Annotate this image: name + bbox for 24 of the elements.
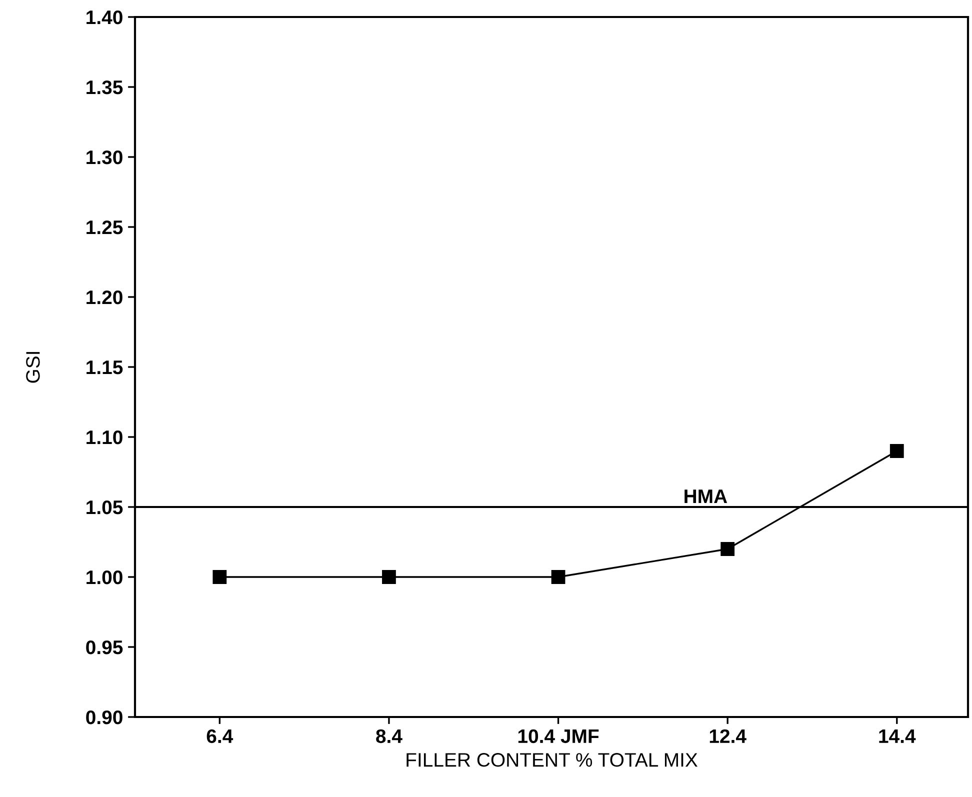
- y-axis-title: GSI: [26, 352, 40, 383]
- x-tick-label: 8.4: [376, 729, 402, 744]
- y-tick-label: 1.30: [86, 150, 122, 164]
- y-tick-label: 0.95: [86, 640, 123, 654]
- ref-line-label: HMA: [684, 490, 728, 503]
- x-tick-label: 10.4 JMF: [518, 729, 599, 744]
- y-tick-label: 1.35: [86, 80, 123, 94]
- y-tick-label: 1.25: [86, 220, 123, 234]
- y-tick-label: 0.90: [86, 710, 122, 724]
- y-tick-label: 1.15: [86, 360, 123, 374]
- y-tick-label: 1.20: [86, 290, 122, 304]
- point: [720, 542, 735, 556]
- x-tick-label: 6.4: [206, 729, 234, 744]
- point: [551, 570, 566, 584]
- point: [212, 570, 227, 584]
- x-axis-title: FILLER CONTENT % TOTAL MIX: [406, 753, 698, 767]
- y-tick-label: 1.05: [86, 500, 123, 514]
- y-tick-label: 1.40: [86, 10, 122, 24]
- point: [382, 570, 396, 584]
- y-tick-label: 1.00: [86, 570, 122, 584]
- y-tick-label: 1.10: [86, 430, 122, 444]
- x-tick-label: 12.4: [710, 729, 746, 743]
- x-tick-label: 14.4: [879, 730, 916, 743]
- point: [890, 444, 904, 458]
